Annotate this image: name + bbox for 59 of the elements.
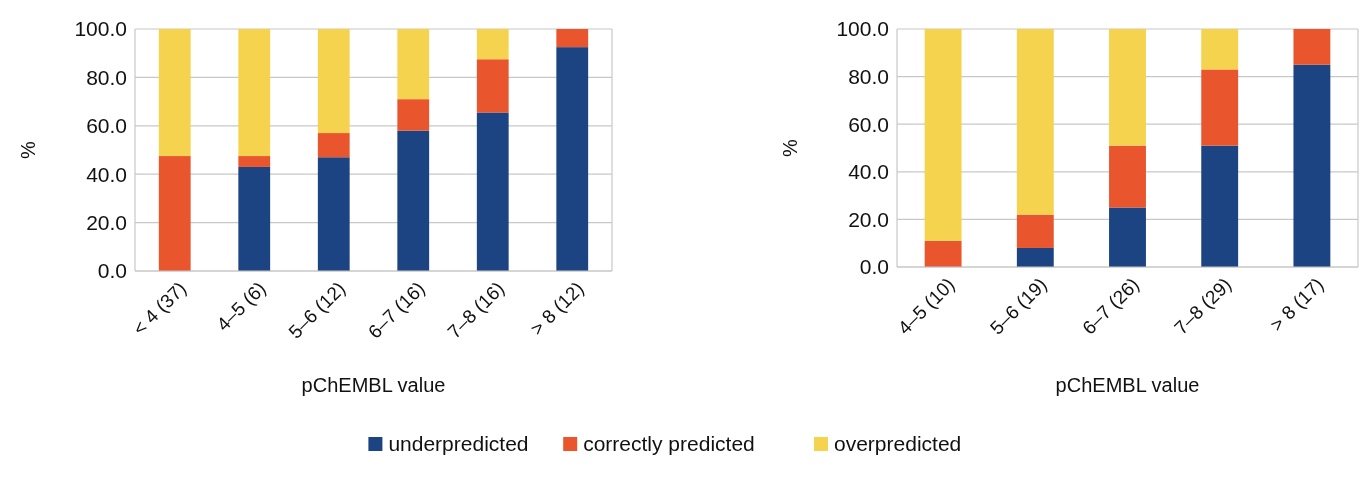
bar: [397, 130, 430, 271]
bar: [397, 99, 430, 131]
legend-label: overpredicted: [834, 432, 962, 456]
x-tick-label: > 8 (17): [1265, 273, 1328, 336]
bar: [1293, 29, 1331, 65]
bar: [238, 166, 271, 271]
bar: [158, 156, 191, 271]
legend-label: correctly predicted: [583, 432, 755, 456]
bar: [1109, 29, 1146, 146]
y-axis-title: %: [779, 138, 801, 157]
y-tick-label: 100.0: [74, 17, 127, 41]
y-tick-label: 40.0: [86, 162, 127, 186]
bar: [1016, 29, 1054, 215]
y-tick-label: 60.0: [848, 112, 889, 136]
y-tick-label: 80.0: [86, 65, 127, 89]
bar: [238, 29, 271, 157]
legend-label: underpredicted: [388, 432, 529, 456]
x-tick-label: 5–6 (12): [284, 277, 350, 343]
x-tick-label: 4–5 (6): [212, 277, 270, 336]
bar: [476, 59, 509, 113]
y-tick-label: 80.0: [848, 64, 889, 88]
bar: [1109, 145, 1146, 208]
bar: [1201, 145, 1239, 267]
bar: [317, 133, 350, 158]
bar: [317, 29, 350, 134]
bar: [1293, 64, 1331, 267]
bar: [158, 29, 191, 157]
bar: [924, 29, 962, 241]
x-tick-label: 5–6 (19): [985, 273, 1051, 339]
x-tick-label: 6–7 (16): [363, 277, 429, 343]
x-tick-label: 7–8 (29): [1170, 273, 1236, 339]
bar: [1016, 247, 1054, 267]
bar: [397, 29, 430, 100]
bar: [238, 156, 271, 167]
bar: [476, 29, 509, 60]
y-tick-label: 0.0: [97, 259, 127, 283]
bar: [556, 47, 589, 271]
bar: [476, 112, 509, 271]
bar: [1016, 214, 1054, 248]
x-tick-label: < 4 (37): [128, 277, 191, 340]
x-tick-label: 4–5 (10): [893, 273, 959, 339]
x-axis-title: pChEMBL value: [301, 374, 446, 396]
x-tick-label: > 8 (12): [526, 277, 588, 340]
y-tick-label: 20.0: [86, 210, 127, 234]
y-tick-label: 100.0: [836, 17, 889, 41]
bar: [924, 240, 962, 267]
bar: [556, 29, 589, 48]
y-tick-label: 0.0: [859, 255, 889, 279]
bar: [317, 157, 350, 271]
bar: [1201, 29, 1239, 70]
bar: [1109, 207, 1146, 267]
x-axis-title: pChEMBL value: [1055, 374, 1200, 396]
bar: [1201, 69, 1239, 146]
y-tick-label: 40.0: [848, 160, 889, 184]
y-tick-label: 20.0: [848, 207, 889, 231]
x-tick-label: 6–7 (26): [1078, 273, 1144, 339]
y-axis-title: %: [17, 140, 39, 159]
y-tick-label: 60.0: [86, 114, 127, 138]
x-tick-label: 7–8 (16): [443, 277, 509, 343]
